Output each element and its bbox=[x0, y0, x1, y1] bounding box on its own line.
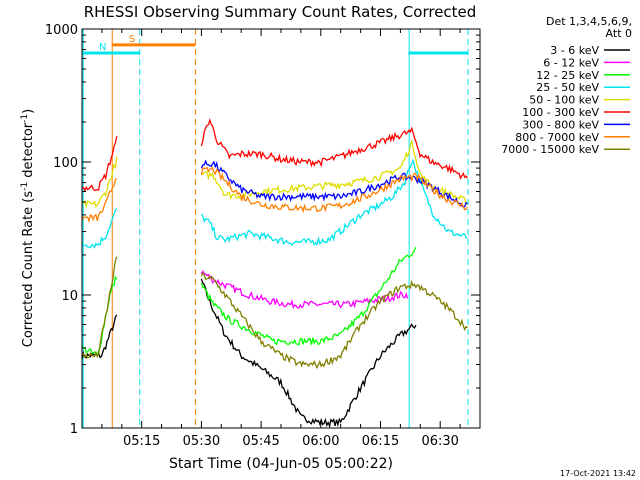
y-axis-label-end: ) bbox=[21, 109, 36, 114]
legend-label: 7000 - 15000 keV bbox=[501, 143, 599, 156]
x-tick-label: 05:30 bbox=[183, 434, 220, 449]
legend-label: 25 - 50 keV bbox=[536, 81, 599, 94]
x-tick-label: 06:00 bbox=[302, 434, 339, 449]
series-line bbox=[81, 136, 118, 192]
legend-label: 800 - 7000 keV bbox=[515, 131, 599, 144]
x-tick-label: 06:30 bbox=[421, 434, 458, 449]
series-line bbox=[81, 156, 118, 209]
legend-label: 300 - 800 keV bbox=[522, 118, 599, 131]
footer-timestamp: 17-Oct-2021 13:42 bbox=[560, 469, 636, 478]
series-line bbox=[200, 165, 469, 214]
series-line bbox=[200, 278, 417, 429]
series-line bbox=[81, 275, 118, 355]
plot-frame bbox=[81, 28, 481, 429]
x-tick-label: 05:45 bbox=[242, 434, 279, 449]
series-line bbox=[200, 246, 417, 346]
series-line bbox=[200, 270, 409, 310]
legend-header-line1: Det 1,3,4,5,6,9, bbox=[546, 15, 632, 28]
series-line bbox=[81, 177, 118, 224]
series-line bbox=[200, 159, 468, 208]
y-tick-label: 1000 bbox=[45, 23, 78, 38]
y-axis-label-main: Corrected Count Rate (s bbox=[21, 191, 36, 348]
y-tick-label: 1 bbox=[70, 422, 78, 437]
legend-header-line2: Att 0 bbox=[606, 27, 632, 40]
series-line bbox=[81, 314, 118, 360]
x-tick-label: 05:15 bbox=[123, 434, 160, 449]
y-axis-label-sup2: -1 bbox=[20, 114, 30, 123]
legend-label: 3 - 6 keV bbox=[550, 44, 599, 57]
y-tick-label: 10 bbox=[61, 289, 78, 304]
legend-label: 12 - 25 keV bbox=[536, 69, 599, 82]
series-line bbox=[81, 256, 118, 359]
x-axis-label: Start Time (04-Jun-05 05:00:22) bbox=[169, 456, 393, 472]
legend-label: 6 - 12 keV bbox=[543, 56, 599, 69]
y-tick-label: 100 bbox=[53, 156, 78, 171]
y-axis-label-sup1: -1 bbox=[20, 182, 30, 191]
y-axis-label-mid: detector bbox=[21, 122, 36, 182]
legend-label: 100 - 300 keV bbox=[522, 106, 599, 119]
flag-label: S bbox=[129, 34, 135, 45]
chart-title: RHESSI Observing Summary Count Rates, Co… bbox=[84, 3, 477, 21]
series-line bbox=[200, 158, 468, 247]
series-line bbox=[200, 272, 468, 370]
legend-label: 50 - 100 keV bbox=[529, 94, 599, 107]
flag-label: N bbox=[99, 42, 106, 53]
series-line bbox=[201, 140, 468, 206]
series-line bbox=[200, 118, 469, 180]
y-axis-label: Corrected Count Rate (s-1 detector-1) bbox=[20, 109, 36, 347]
x-tick-label: 06:15 bbox=[362, 434, 399, 449]
series-line bbox=[81, 208, 118, 249]
